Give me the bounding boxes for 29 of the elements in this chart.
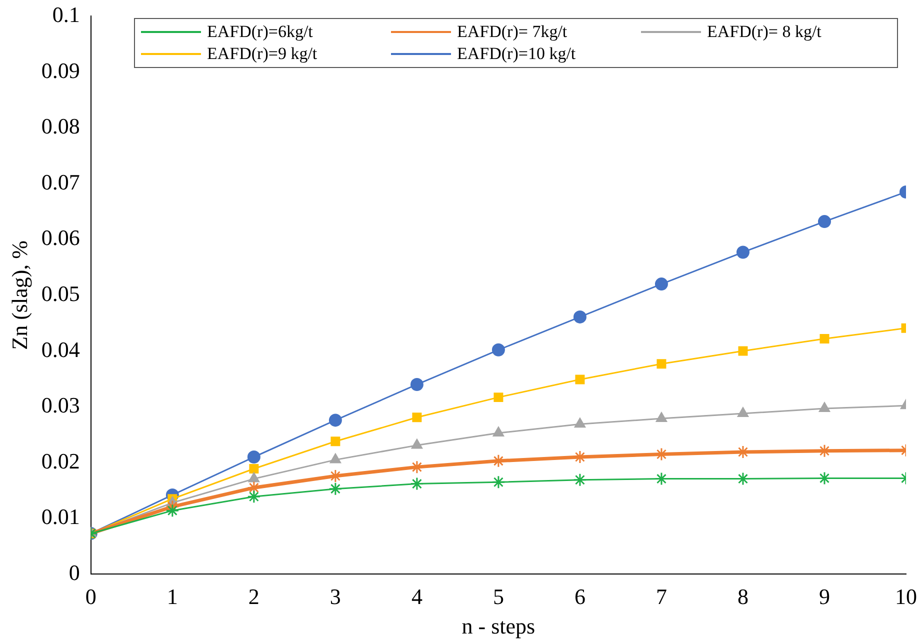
y-axis-title: Zn (slag), %: [6, 240, 32, 350]
x-tick-label: 9: [818, 584, 830, 610]
legend-label: EAFD(r)= 7kg/t: [457, 22, 568, 42]
x-tick-label: 8: [737, 584, 748, 610]
x-axis-title: n - steps: [462, 614, 536, 639]
legend-label: EAFD(r)= 8 kg/t: [707, 22, 822, 42]
y-tick-label: 0.09: [41, 58, 80, 83]
legend-label: EAFD(r)=10 kg/t: [457, 44, 576, 64]
x-tick-label: 2: [248, 584, 260, 610]
y-tick-label: 0.05: [41, 280, 80, 306]
y-tick-label: 0.06: [41, 225, 80, 250]
x-tick-label: 5: [492, 584, 504, 610]
y-tick-label: 0.07: [41, 169, 80, 194]
y-tick-label: 0.1: [52, 2, 80, 27]
x-tick-label: 6: [574, 584, 586, 610]
x-tick-label: 0: [85, 584, 96, 610]
x-tick-label: 7: [656, 584, 667, 610]
x-tick-label: 3: [330, 584, 341, 610]
legend-label: EAFD(r)=9 kg/t: [207, 44, 318, 64]
y-tick-label: 0.02: [41, 448, 80, 474]
x-tick-label: 10: [895, 584, 917, 610]
y-tick-label: 0.04: [41, 336, 80, 362]
x-tick-label: 4: [411, 584, 422, 610]
legend-label: EAFD(r)=6kg/t: [207, 22, 313, 42]
y-tick-label: 0: [68, 560, 80, 585]
y-tick-label: 0.03: [41, 392, 80, 418]
x-tick-label: 1: [166, 584, 178, 610]
y-tick-label: 0.01: [41, 504, 80, 530]
y-tick-label: 0.08: [41, 114, 80, 139]
